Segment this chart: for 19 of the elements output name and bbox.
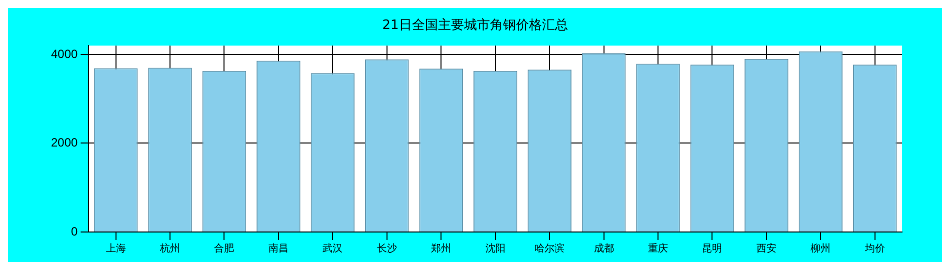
x-tick-label: 沈阳 [485,242,506,255]
x-tick-label: 西安 [756,242,776,255]
y-tick-label: 0 [71,224,78,238]
x-tick-label: 杭州 [159,242,180,255]
x-tick-label: 南昌 [268,242,288,255]
x-tick-label: 重庆 [648,242,668,255]
x-tick-label: 郑州 [431,242,452,255]
x-tick-label: 均价 [864,242,885,255]
x-tick-label: 昆明 [702,244,722,255]
x-tick-label: 合肥 [214,242,234,255]
y-tick-label: 4000 [50,46,78,61]
x-tick-label: 哈尔滨 [534,242,565,255]
x-tick-label: 成都 [594,242,614,255]
x-tick-label: 柳州 [810,242,831,255]
x-tick-label: 武汉 [322,242,343,255]
x-tick-label: 上海 [106,242,126,255]
y-tick-label: 2000 [50,136,78,150]
x-tick-label: 长沙 [376,242,397,255]
chart-title: 21日全国主要城市角钢价格汇总 [382,17,568,34]
